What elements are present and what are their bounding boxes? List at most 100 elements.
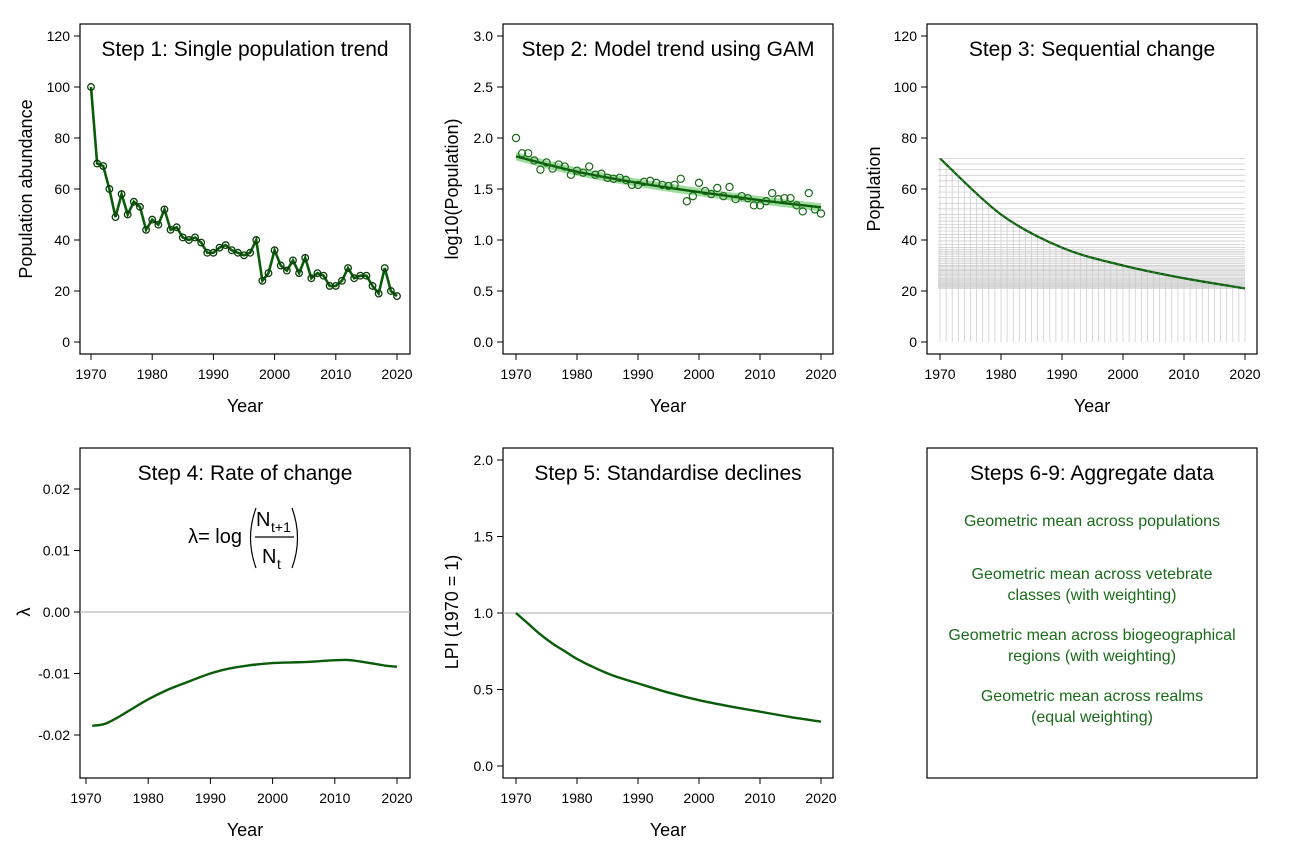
panel-step1-title: Step 1: Single population trend [101, 38, 388, 61]
step4-series-line [92, 658, 398, 727]
step2-point [517, 149, 527, 158]
aggregate-item-populations: Geometric mean across populations [964, 513, 1220, 530]
step1-point [117, 190, 126, 199]
panel-step3-yticks: 0 20 40 60 80 100 120 [894, 28, 927, 350]
aggregate-item-regions-line1: Geometric mean across biogeographical [948, 627, 1235, 644]
step2-point [761, 197, 771, 206]
step1-xtick-label: 2010 [320, 366, 351, 382]
step2-point [566, 170, 576, 179]
step2-point [707, 189, 716, 199]
step1-point [301, 253, 310, 262]
panel-step2-ylabel: log10(Population) [442, 118, 462, 259]
step1-point [344, 264, 352, 272]
panel-step1-frame [79, 23, 411, 355]
step2-point [749, 201, 759, 210]
step5-ytick-label: 0.0 [474, 758, 494, 774]
step2-point [786, 193, 795, 203]
step5-xtick-label: 1990 [622, 790, 653, 806]
step1-point [221, 241, 230, 250]
step3-xtick-label: 2020 [1229, 366, 1260, 382]
panel-step3-title: Step 3: Sequential change [969, 38, 1215, 61]
step2-xtick-label: 2020 [805, 366, 836, 382]
step5-xtick-label: 1980 [561, 790, 592, 806]
step1-xtick-label: 2020 [381, 366, 412, 382]
panel-step5: Step 5: Standardise declines 1970 1980 199… [442, 447, 837, 840]
panel-step4-yticks: -0.02 -0.01 0.00 0.01 0.02 [38, 481, 80, 743]
panel-step3: Step 3: Sequential change 1970 1980 1990 20… [864, 23, 1261, 416]
step2-xtick-label: 2000 [683, 366, 714, 382]
panel-step3-xticks: 1970 1980 1990 2000 2010 2020 [924, 354, 1261, 382]
step2-point [676, 174, 685, 183]
step5-series-line [515, 612, 822, 723]
panel-step3-ylabel: Population [864, 146, 884, 231]
step2-point [639, 177, 649, 187]
step2-xtick-label: 1970 [500, 366, 531, 382]
step2-ytick-label: 0.5 [474, 283, 494, 299]
step2-point [725, 182, 734, 192]
step5-xtick-label: 2000 [683, 790, 714, 806]
step4-xtick-label: 2020 [381, 790, 412, 806]
step2-xtick-label: 1980 [561, 366, 592, 382]
step2-point [780, 193, 789, 203]
panel-step4-xticks: 1970 1980 1990 2000 2010 2020 [70, 778, 413, 806]
step2-point [774, 194, 783, 204]
step2-ytick-label: 2.5 [474, 79, 494, 95]
rate-formula: λ= log N t+1 N t [188, 507, 299, 572]
step1-point [362, 271, 371, 280]
step4-ytick-label: 0.02 [43, 481, 70, 497]
step4-xtick-label: 2000 [257, 790, 288, 806]
step2-xtick-label: 1990 [622, 366, 653, 382]
step1-point [252, 236, 261, 244]
step1-xtick-label: 1990 [198, 366, 229, 382]
panel-step1-xlabel: Year [227, 396, 263, 416]
panel-step4-marks [92, 658, 398, 727]
panel-step3-xlabel: Year [1074, 396, 1110, 416]
step3-ytick-label: 20 [901, 283, 917, 299]
aggregate-item-regions-line2: regions (with weighting) [1008, 648, 1176, 665]
step2-point [609, 174, 618, 183]
step5-xtick-label: 2010 [744, 790, 775, 806]
step5-ytick-label: 0.5 [474, 682, 494, 698]
panel-step3-marks [939, 157, 1246, 290]
step2-gam-fit [515, 155, 822, 209]
step4-ytick-label: 0.01 [43, 543, 70, 559]
step1-xtick-label: 1980 [137, 366, 168, 382]
step3-xtick-label: 2010 [1168, 366, 1199, 382]
panel-step5-title: Step 5: Standardise declines [534, 462, 801, 485]
formula-numerator-sub: t+1 [271, 519, 291, 535]
step5-xtick-label: 1970 [500, 790, 531, 806]
step4-xtick-label: 2010 [319, 790, 350, 806]
step1-xtick-label: 2000 [259, 366, 290, 382]
step2-point [670, 180, 679, 190]
panel-step4-frame [79, 447, 411, 779]
step3-curve [939, 157, 1246, 290]
panel-step1-marks [87, 83, 401, 301]
step1-point [136, 202, 144, 211]
step1-ytick-label: 60 [54, 181, 70, 197]
panel-step5-xticks: 1970 1980 1990 2000 2010 2020 [500, 778, 837, 806]
panel-step2: Step 2: Model trend using GAM 1970 1980 19… [442, 23, 837, 416]
formula-left-paren [249, 507, 257, 569]
step2-point [768, 188, 777, 198]
panel-step2-xticks: 1970 1980 1990 2000 2010 2020 [500, 354, 837, 382]
panel-step4: Step 4: Rate of change λ= log N t+1 N t … [14, 447, 413, 840]
step2-point [536, 165, 545, 174]
panel-aggregate-frame [926, 447, 1258, 779]
step3-ytick-label: 80 [901, 130, 917, 146]
panel-step1-yticks: 0 20 40 60 80 100 120 [47, 28, 80, 350]
step1-point [337, 276, 346, 285]
step4-ytick-label: -0.01 [38, 666, 70, 682]
step1-ytick-label: 120 [47, 28, 71, 44]
aggregate-item-realms-line1: Geometric mean across realms [981, 688, 1203, 705]
formula-numerator: N [256, 509, 270, 531]
step3-ytick-label: 0 [909, 334, 917, 350]
step2-point [804, 188, 814, 198]
panel-step4-title: Step 4: Rate of change [138, 462, 353, 485]
step1-point [386, 287, 395, 295]
step5-ytick-label: 1.5 [474, 529, 494, 545]
step2-point [694, 178, 704, 188]
panel-step5-marks [515, 612, 822, 723]
formula-lhs: λ= log [188, 526, 242, 548]
step5-ytick-label: 2.0 [474, 452, 494, 468]
